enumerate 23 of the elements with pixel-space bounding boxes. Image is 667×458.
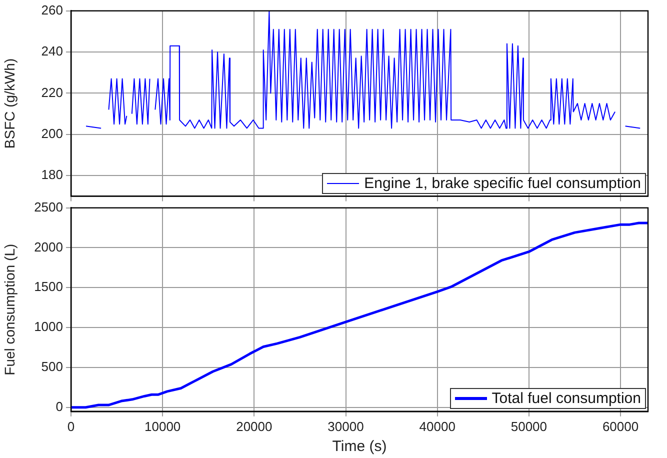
x-tick-label: 10000: [144, 418, 181, 434]
y-tick-label: 1500: [34, 279, 63, 294]
y-tick-label: 2500: [34, 199, 63, 214]
x-tick-label: 0: [67, 418, 75, 434]
y-tick-label: 180: [41, 167, 63, 182]
x-tick-label: 20000: [236, 418, 272, 434]
x-tick-label: 60000: [602, 418, 639, 434]
y-axis-title: Fuel consumption (L): [1, 244, 18, 376]
x-tick-label: 30000: [328, 418, 364, 434]
y-tick-label: 200: [41, 126, 63, 141]
y-tick-label: 240: [41, 44, 63, 59]
y-tick-label: 260: [41, 2, 63, 18]
y-tick-label: 500: [41, 359, 63, 374]
y-tick-label: 1000: [34, 319, 63, 334]
y-axis-title: BSFC (g/kWh): [1, 58, 18, 149]
y-tick-label: 0: [56, 398, 63, 414]
x-tick-label: 50000: [510, 418, 548, 434]
y-tick-label: 220: [41, 84, 63, 100]
legend-label: Total fuel consumption: [492, 390, 641, 408]
x-axis-title: Time (s): [332, 438, 387, 456]
x-tick-label: 40000: [419, 418, 456, 434]
y-tick-label: 2000: [34, 239, 63, 254]
legend-label: Engine 1, brake specific fuel consumption: [364, 175, 641, 192]
